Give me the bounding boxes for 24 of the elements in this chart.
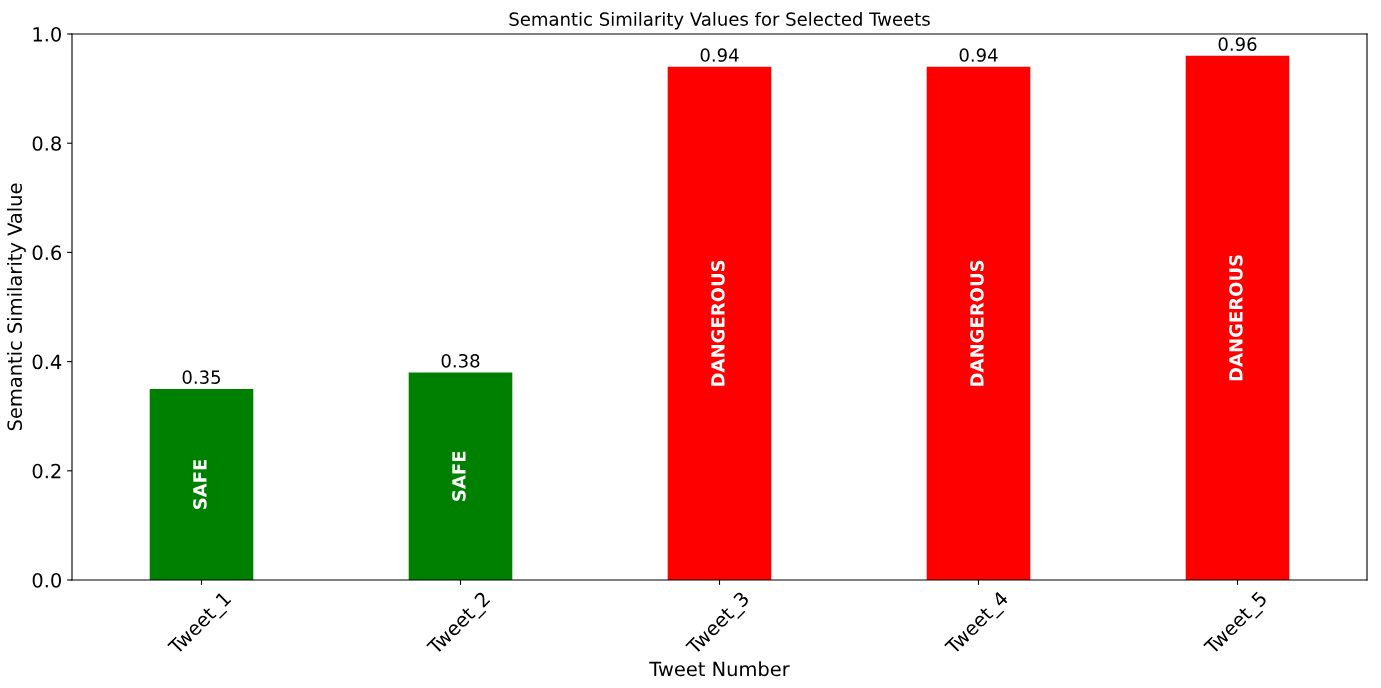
data-label: 0.94: [700, 48, 739, 62]
bar: [926, 66, 1031, 580]
chart-title: Semantic Similarity Values for Selected Tweets: [509, 11, 930, 30]
bar: [408, 372, 513, 580]
y-tick-label: 0.4: [32, 354, 62, 370]
annotation: DANGEROUS: [711, 260, 725, 386]
bar: [149, 388, 254, 580]
y-tick-label: 0.2: [32, 463, 61, 479]
annotation: SAFE: [193, 459, 207, 509]
y-tick-label: 0.6: [32, 245, 62, 261]
y-tick-label: 0.8: [32, 136, 61, 151]
data-label: 0.38: [441, 353, 480, 368]
y-axis-title: Semantic Similarity Value: [6, 183, 26, 431]
annotation: SAFE: [452, 451, 466, 501]
annotation: DANGEROUS: [970, 260, 984, 386]
data-label: 0.35: [182, 370, 221, 385]
y-tick-label: 0.0: [32, 572, 61, 588]
annotation: DANGEROUS: [1229, 255, 1243, 381]
y-tick-label: 1.0: [33, 26, 61, 42]
x-axis-title: Tweet Number: [649, 661, 790, 677]
bar: [1185, 55, 1290, 580]
data-label: 0.94: [959, 48, 998, 62]
bar: [667, 66, 772, 580]
data-label: 0.96: [1218, 37, 1257, 51]
